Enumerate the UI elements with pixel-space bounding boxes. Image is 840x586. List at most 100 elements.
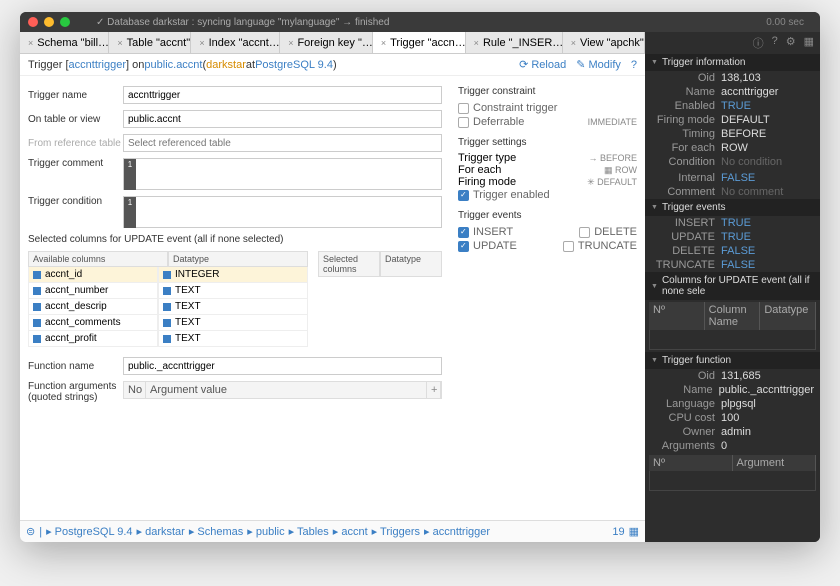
settings-title: Trigger settings [458,137,637,148]
tab-close-icon[interactable]: × [474,38,479,48]
tab-close-icon[interactable]: × [381,38,386,48]
tab-close-icon[interactable]: × [199,38,204,48]
bottom-breadcrumb: ⊜|▸ PostgreSQL 9.4▸ darkstar▸ Schemas▸ p… [20,520,645,542]
col-row[interactable]: accnt_profit [28,331,158,347]
tabs: ×Schema "bill…×Table "accnt"×Index "accn… [20,32,645,54]
col-icon [33,271,41,279]
col-type: TEXT [158,315,308,331]
bc-grid-icon[interactable]: ▦ [629,525,639,538]
enabled-cb[interactable] [458,190,469,201]
side-info-icon[interactable]: ⓘ [753,35,764,51]
bc-item[interactable]: ▸ accnt [333,525,368,538]
side-section-header[interactable]: Trigger function [645,352,820,369]
seldt-header: Datatype [380,251,442,277]
col-icon [33,319,41,327]
selcol-header: Selected columns [318,251,380,277]
table-link[interactable]: public.accnt [144,59,202,71]
tab-close-icon[interactable]: × [28,38,33,48]
bc-item[interactable]: ▸ public [247,525,284,538]
modify-button[interactable]: ✎ Modify [576,58,621,71]
col-type: TEXT [158,331,308,347]
mode-select[interactable]: ✳ DEFAULT [587,177,637,188]
insert-cb[interactable] [458,227,469,238]
help-button[interactable]: ? [631,59,637,71]
type-icon [163,335,171,343]
bc-item[interactable]: ▸ PostgreSQL 9.4 [46,525,132,538]
on-table-input[interactable] [123,110,442,128]
side-help-icon[interactable]: ? [772,35,778,51]
update-cb[interactable] [458,241,469,252]
reload-button[interactable]: ⟳ Reload [519,58,566,71]
col-icon [33,287,41,295]
comment-input[interactable] [123,158,442,190]
bc-item[interactable]: ▸ Tables [289,525,329,538]
col-row[interactable]: accnt_descrip [28,299,158,315]
tab[interactable]: ×Foreign key "… [280,32,373,53]
tab[interactable]: ×Trigger "accn… [373,32,466,53]
tab[interactable]: ×Table "accnt" [109,32,191,53]
from-ref-label: From reference table [28,138,123,149]
constraint-title: Trigger constraint [458,86,637,97]
col-type: INTEGER [158,267,308,283]
min-dot[interactable] [44,17,54,27]
trigger-link[interactable]: accnttrigger [69,59,126,71]
delete-cb[interactable] [579,227,590,238]
tab[interactable]: ×View "apchk" [563,32,645,53]
bc-item[interactable]: ▸ Triggers [372,525,420,538]
status-text: ✓ Database darkstar : syncing language "… [76,17,766,28]
max-dot[interactable] [60,17,70,27]
bc-count: 19 [612,526,624,538]
on-table-label: On table or view [28,114,123,125]
type-select[interactable]: → BEFORE [588,153,637,163]
side-gear-icon[interactable]: ⚙ [786,35,796,51]
titlebar: ✓ Database darkstar : syncing language "… [20,12,820,32]
side-section-header[interactable]: Columns for UPDATE event (all if none se… [645,272,820,300]
server-link[interactable]: PostgreSQL 9.4 [255,59,333,71]
tab[interactable]: ×Schema "bill… [20,32,109,53]
tab-close-icon[interactable]: × [571,38,576,48]
trigger-name-label: Trigger name [28,90,123,101]
side-section-header[interactable]: Trigger events [645,199,820,216]
breadcrumb: Trigger [ accnttrigger ] on public.accnt… [20,54,645,76]
comment-label: Trigger comment [28,158,123,169]
avail-header: Available columns [28,251,168,267]
fn-input[interactable] [123,357,442,375]
condition-input[interactable] [123,196,442,228]
datatype-header: Datatype [168,251,308,267]
tab-close-icon[interactable]: × [288,38,293,48]
col-type: TEXT [158,299,308,315]
each-select[interactable]: ▦ ROW [604,165,637,176]
args-table: NoArgument value+ [123,381,442,399]
fn-label: Function name [28,361,123,372]
truncate-cb[interactable] [563,241,574,252]
from-ref-input[interactable] [123,134,442,152]
col-row[interactable]: accnt_comments [28,315,158,331]
type-icon [163,303,171,311]
constraint-cb[interactable] [458,103,469,114]
exec-time: 0.00 sec [766,17,804,28]
condition-label: Trigger condition [28,196,123,207]
col-icon [33,335,41,343]
trigger-name-input[interactable] [123,86,442,104]
bc-home-icon[interactable]: ⊜ [26,525,35,538]
type-icon [163,287,171,295]
type-icon [163,271,171,279]
close-dot[interactable] [28,17,38,27]
col-row[interactable]: accnt_id [28,267,158,283]
bc-item[interactable]: ▸ darkstar [137,525,185,538]
bc-item[interactable]: ▸ accnttrigger [424,525,490,538]
col-type: TEXT [158,283,308,299]
side-section-header[interactable]: Trigger information [645,54,820,71]
type-icon [163,319,171,327]
tab-close-icon[interactable]: × [117,38,122,48]
col-icon [33,303,41,311]
events-title: Trigger events [458,210,637,221]
tab[interactable]: ×Rule "_INSER… [466,32,563,53]
tab[interactable]: ×Index "accnt… [191,32,280,53]
add-arg-button[interactable]: + [427,382,441,398]
bc-item[interactable]: ▸ Schemas [189,525,243,538]
col-row[interactable]: accnt_number [28,283,158,299]
deferrable-cb[interactable] [458,117,469,128]
side-sql-icon[interactable]: ▦ [804,35,814,51]
immediate-opt[interactable]: IMMEDIATE [588,117,637,127]
